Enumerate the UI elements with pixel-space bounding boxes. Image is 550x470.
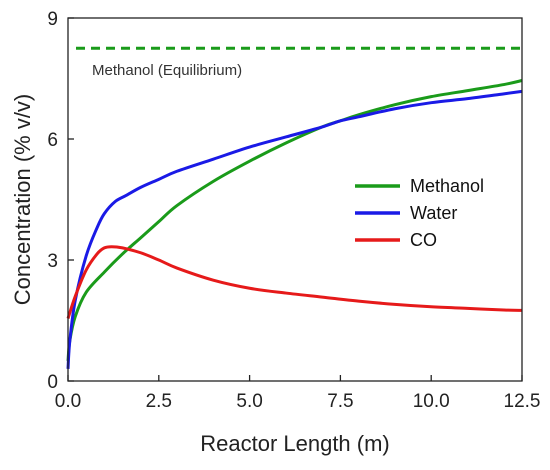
- x-tick-label: 7.5: [327, 391, 353, 412]
- y-tick-label: 3: [47, 251, 58, 272]
- legend: Methanol Water CO: [355, 176, 484, 250]
- x-axis-title: Reactor Length (m): [200, 431, 390, 456]
- equilibrium-annotation: Methanol (Equilibrium): [92, 62, 242, 79]
- legend-label-methanol: Methanol: [410, 176, 484, 196]
- legend-label-water: Water: [410, 203, 457, 223]
- y-tick-label: 6: [47, 130, 58, 151]
- y-tick-label: 9: [47, 9, 58, 30]
- legend-label-co: CO: [410, 230, 437, 250]
- x-tick-label: 12.5: [504, 391, 541, 412]
- series-line-co: [66, 245, 523, 319]
- x-tick-label: 2.5: [146, 391, 172, 412]
- x-tick-label: 5.0: [236, 391, 262, 412]
- series-line-methanol: [66, 79, 523, 361]
- series-layer: [66, 79, 523, 369]
- plot-frame: [67, 17, 523, 382]
- y-axis-title: Concentration (% v/v): [10, 94, 35, 306]
- series-line-water: [66, 89, 523, 369]
- tick-layer: 0.0 2.5 5.0 7.5 10.0 12.5 0 3 6 9: [47, 9, 540, 412]
- y-tick-label: 0: [47, 372, 58, 393]
- x-tick-label: 10.0: [413, 391, 450, 412]
- x-tick-label: 0.0: [55, 391, 81, 412]
